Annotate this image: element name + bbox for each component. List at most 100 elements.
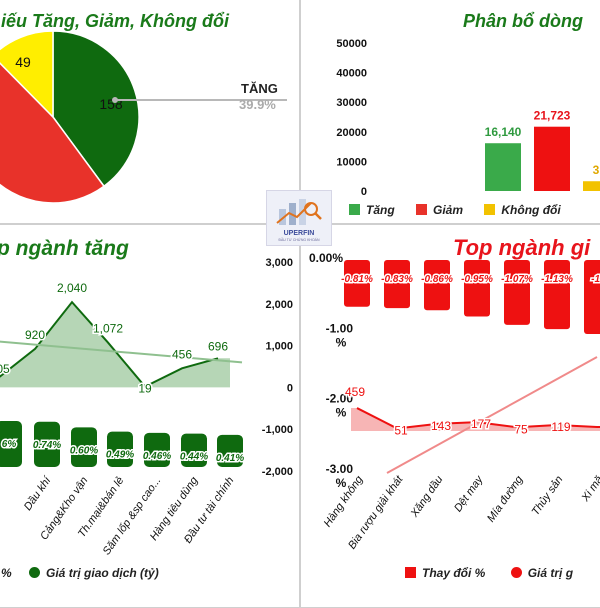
- legend-swatch-unchanged: [484, 204, 496, 215]
- volume-trend-line: [0, 340, 243, 364]
- y-tick-label: 10000: [336, 156, 367, 168]
- legend-value-dot: [510, 567, 522, 578]
- top-gaining-sectors-panel: p ngành tăng 3,000 2,000 1,000 0 -1,000 -2,00…: [0, 224, 300, 608]
- category-label: Dầu khí: [22, 474, 54, 513]
- volume-line: [0, 300, 219, 388]
- volume-label: 1,072: [93, 322, 123, 336]
- y2-tick-label: -1,000: [262, 424, 293, 436]
- category-label: Mía đường: [485, 473, 526, 524]
- change-bar-label: -0.81%: [341, 274, 373, 285]
- y-tick-label: 20000: [336, 127, 367, 139]
- pie-slice-label: 158: [99, 96, 123, 112]
- superfin-logo: UPERFIN ĐẦU TƯ CHỨNG KHOÁN: [266, 190, 332, 246]
- value-trend-line: [386, 356, 598, 474]
- value-line: [356, 407, 600, 430]
- money-flow-bar-chart: 50000 40000 30000 20000 10000 0 16,140 21,723 3,…: [336, 38, 600, 198]
- pct-bar: [144, 432, 170, 467]
- legend-up-label: Tăng: [366, 203, 395, 217]
- pie-slice: [0, 30, 54, 119]
- volume-label: 456: [172, 347, 192, 361]
- pct-bar: [217, 434, 243, 467]
- category-label: Thủy sản: [530, 474, 566, 518]
- y2-tick-label: 1,000: [265, 341, 293, 353]
- callout-dot: [112, 97, 118, 103]
- y-tick-label: 0: [361, 186, 367, 198]
- volume-label: 920: [25, 328, 45, 342]
- legend-change-swatch: [405, 567, 416, 578]
- flow-bar-label: 3,3: [593, 163, 600, 177]
- money-flow-legend: Tăng Giảm Không đổi: [349, 203, 561, 217]
- pct-bar-label: 6%: [2, 439, 17, 450]
- pct-bar-label: 0.49%: [106, 450, 134, 461]
- top-gaining-legend: % Giá trị giao dịch (tỷ): [1, 566, 159, 580]
- top-losing-chart: 0.00%-1.00%-2.00%-3.00%-0.81% -0.83% -0.86…: [309, 251, 600, 551]
- change-bar: [464, 260, 490, 317]
- svg-text:ĐẦU TƯ CHỨNG KHOÁN: ĐẦU TƯ CHỨNG KHOÁN: [278, 238, 320, 242]
- value-area: [351, 408, 600, 431]
- pct-bar: [181, 433, 207, 467]
- change-bar-label: -0.95%: [461, 274, 493, 285]
- y-tick-label: 0.00%: [309, 251, 343, 265]
- y2-tick-label: 3,000: [265, 257, 293, 269]
- value-label: 75: [514, 422, 528, 436]
- y-tick-label: -2.00: [326, 392, 354, 406]
- volume-label: 19: [138, 382, 152, 396]
- legend-value-label: Giá trị g: [527, 566, 574, 580]
- stock-breadth-title: iếu Tăng, Giảm, Không đổi: [1, 11, 229, 31]
- legend-change-label: Thay đổi %: [422, 566, 486, 580]
- category-label: Xi mă: [579, 474, 600, 505]
- value-label: 119: [551, 420, 570, 434]
- callout-percent: 39.9%: [239, 97, 276, 112]
- stock-breadth-panel: iếu Tăng, Giảm, Không đổi 1588949 TĂNG 3…: [0, 0, 300, 224]
- y-tick-unit: %: [336, 476, 347, 490]
- pct-bar-label: 0.74%: [33, 440, 61, 451]
- pie-slice-label: 49: [15, 54, 31, 70]
- legend-unchanged-label: Không đổi: [501, 203, 561, 217]
- legend-pct-label: %: [1, 566, 12, 580]
- value-label: 459: [345, 385, 365, 399]
- legend-down-label: Giảm: [433, 203, 464, 217]
- money-flow-title: Phân bổ dòng: [463, 11, 583, 31]
- top-gaining-chart: 3,000 2,000 1,000 0 -1,000 -2,000 05 920 2,040 1,…: [0, 257, 293, 557]
- change-bar-label: -1.07%: [501, 274, 533, 285]
- legend-swatch-down: [416, 204, 428, 215]
- change-bar: [504, 260, 530, 325]
- value-label: 177: [471, 417, 491, 431]
- y-tick-label: 50000: [336, 38, 367, 50]
- volume-area: [0, 302, 230, 388]
- logo-icon: UPERFIN ĐẦU TƯ CHỨNG KHOÁN: [276, 199, 322, 242]
- y-tick-label: -1.00: [326, 321, 354, 335]
- change-bar: [544, 260, 570, 330]
- y-tick-label: 30000: [336, 97, 367, 109]
- change-bar-label: -1.: [591, 274, 600, 285]
- change-bar: [424, 260, 450, 311]
- pct-bar: [107, 431, 133, 467]
- legend-volume-label: Giá trị giao dịch (tỷ): [46, 566, 159, 580]
- legend-swatch-up: [349, 204, 360, 215]
- pie-slice: [52, 30, 140, 188]
- pct-bar-label: 0.60%: [70, 445, 98, 456]
- change-bar: [344, 260, 370, 307]
- y2-tick-label: 2,000: [265, 299, 293, 311]
- y-tick-label: -3.00: [326, 462, 354, 476]
- svg-text:UPERFIN: UPERFIN: [284, 230, 315, 237]
- y2-tick-label: -2,000: [262, 466, 293, 478]
- legend-volume-dot: [29, 567, 41, 578]
- y-tick-unit: %: [336, 335, 347, 349]
- pct-bar: [34, 421, 60, 467]
- pie-slice: [0, 62, 106, 204]
- pct-bar-label: 0.41%: [216, 453, 244, 464]
- y-tick-label: 40000: [336, 68, 367, 80]
- y-tick-unit: %: [336, 406, 347, 420]
- change-bar-label: -1.13%: [541, 274, 573, 285]
- flow-bar: [534, 126, 570, 191]
- value-label: 143: [431, 419, 451, 433]
- volume-label: 2,040: [57, 281, 87, 295]
- change-bar: [384, 260, 410, 309]
- volume-label: 696: [208, 339, 228, 353]
- flow-bar-label: 16,140: [485, 125, 522, 139]
- flow-bar: [485, 143, 521, 191]
- top-losing-title: Top ngành gi: [453, 235, 591, 260]
- category-label: Xăng dầu: [408, 474, 445, 520]
- category-label: Dệt may: [452, 473, 486, 515]
